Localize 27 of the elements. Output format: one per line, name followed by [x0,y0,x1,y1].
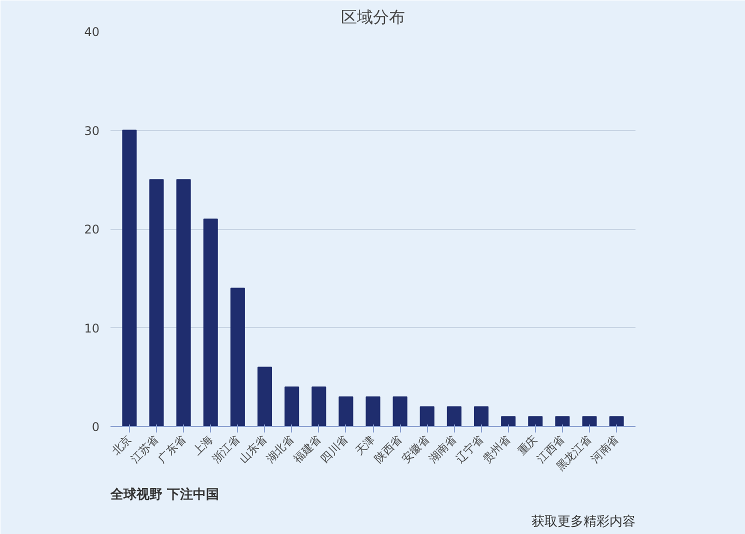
bar [312,386,326,426]
bar [609,416,624,426]
y-tick-label: 30 [84,124,100,138]
bar [501,416,516,426]
text: 获取更多精彩内容 [532,514,636,530]
y-tick-label: 40 [84,25,100,39]
bar [420,406,434,426]
bar [176,179,191,426]
bar [257,366,272,426]
bar [392,396,408,426]
bar [474,406,489,426]
chart-title: 区域分布 [341,8,405,26]
bar [149,179,164,426]
bar [230,288,245,426]
bar [582,416,597,426]
bar [284,386,300,426]
bar [366,396,380,426]
bar [555,416,570,426]
text: 全球视野 下注中国 [110,486,220,502]
bar [528,416,543,426]
y-tick-label: 0 [92,420,100,434]
bar [203,218,218,426]
y-tick-label: 10 [84,321,100,336]
y-tick-label: 20 [84,222,100,236]
bar [122,130,137,426]
bar [338,396,354,426]
bar [446,406,462,426]
